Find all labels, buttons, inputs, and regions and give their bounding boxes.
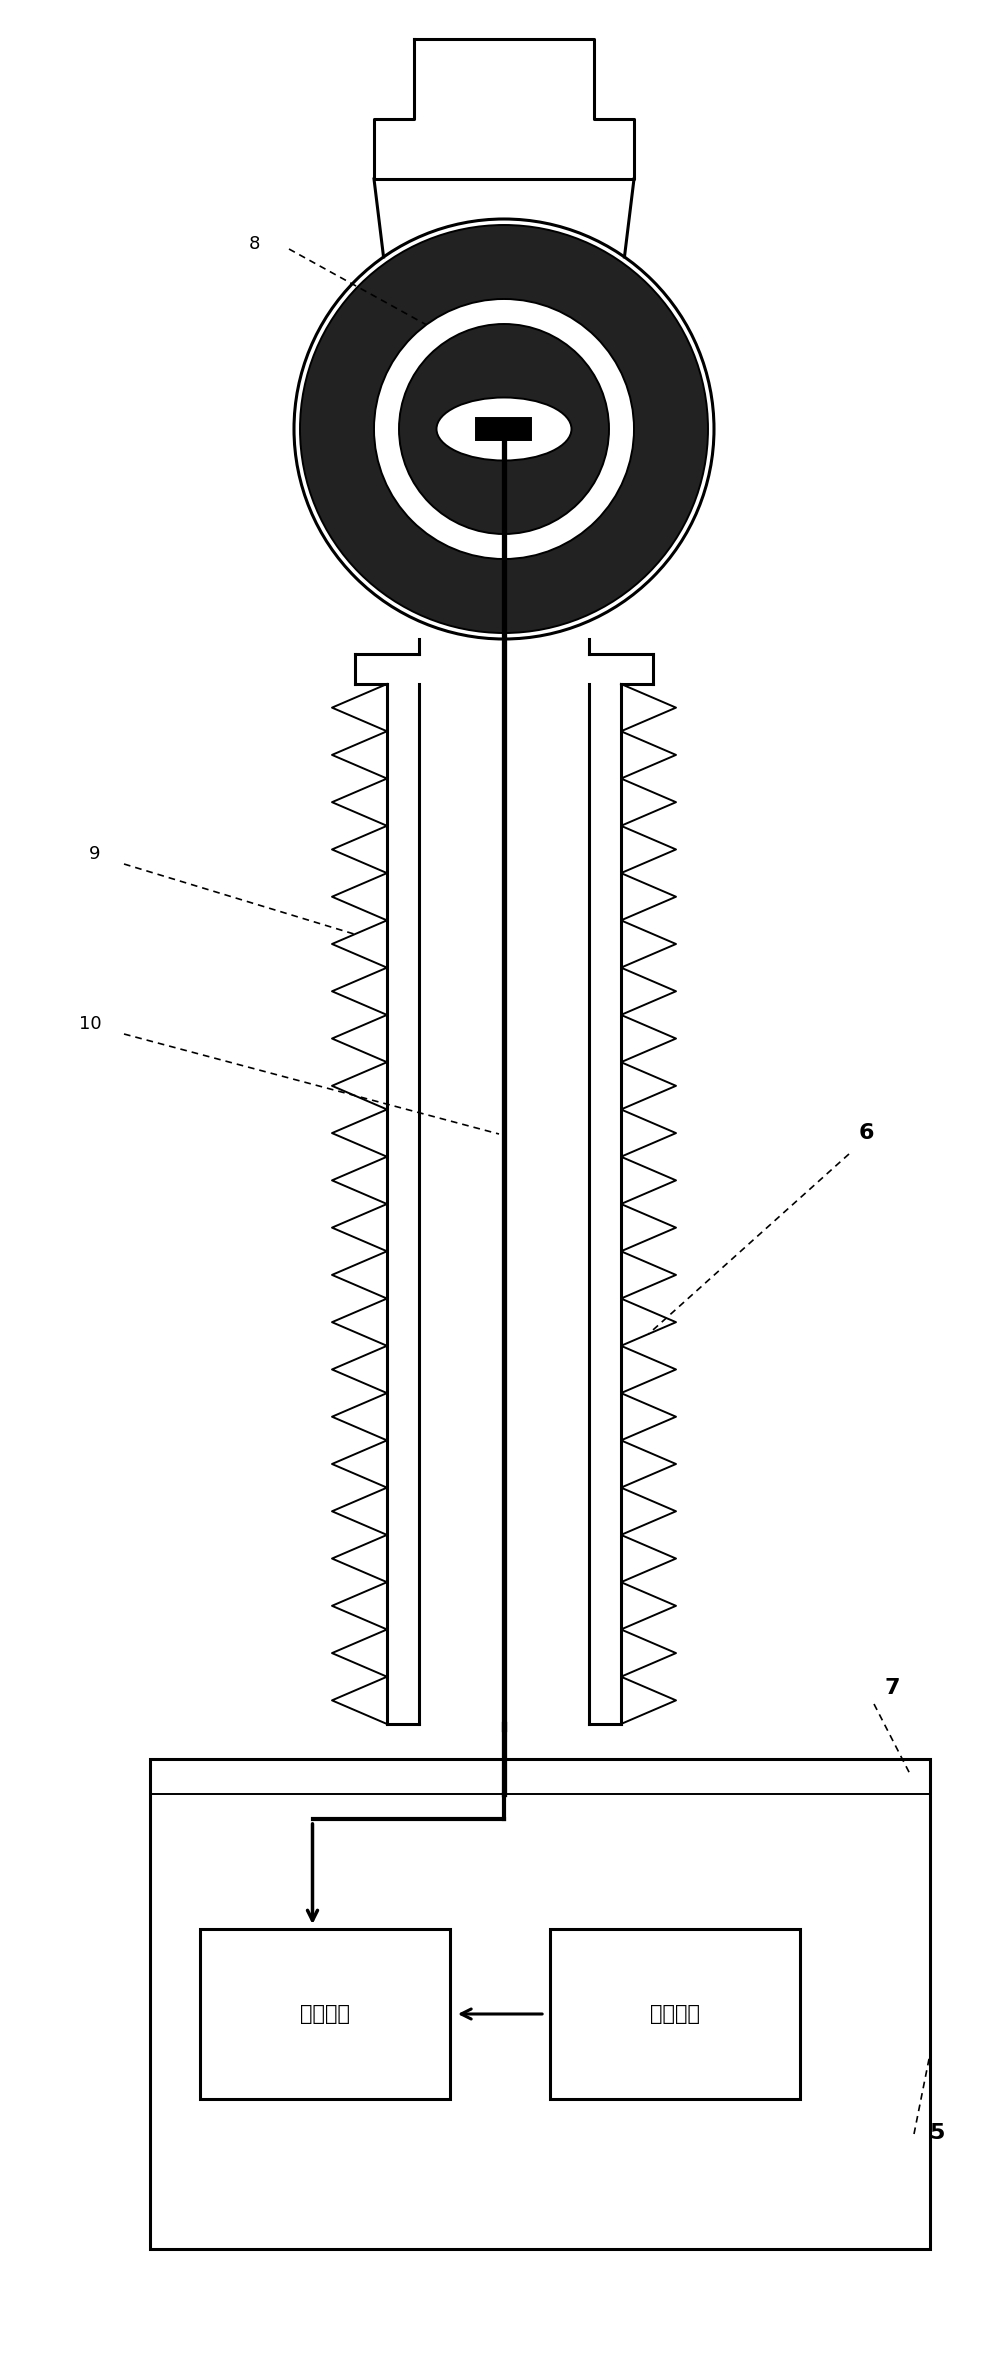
- Bar: [477, 419, 531, 440]
- Bar: [150, 1758, 930, 2248]
- Text: 9: 9: [89, 845, 101, 864]
- Circle shape: [300, 226, 708, 633]
- Ellipse shape: [436, 397, 572, 462]
- Circle shape: [374, 300, 634, 559]
- Text: 5: 5: [929, 2122, 944, 2143]
- Text: 6: 6: [859, 1123, 875, 1142]
- Text: 10: 10: [79, 1016, 102, 1032]
- Text: 运算模块: 运算模块: [300, 2003, 350, 2025]
- Bar: [200, 1929, 450, 2098]
- Circle shape: [399, 324, 609, 533]
- Text: 直流电源: 直流电源: [650, 2003, 700, 2025]
- Text: 7: 7: [884, 1677, 899, 1699]
- Text: 8: 8: [249, 236, 260, 252]
- Bar: [550, 1929, 800, 2098]
